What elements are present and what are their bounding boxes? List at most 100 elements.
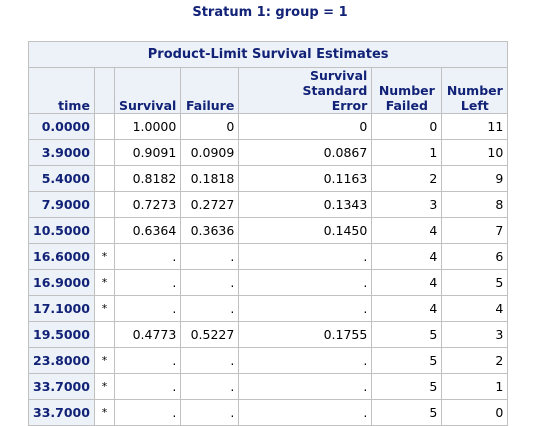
time-cell: 10.5000 [28,217,95,244]
survival-estimates-table: Product-Limit Survival Estimates time Su… [27,41,509,426]
survival-cell: 0.9091 [113,139,182,166]
header-sse-line1: Survival Standard [302,68,368,98]
left-cell: 5 [441,269,509,296]
sse-cell: 0.1755 [238,321,373,348]
table-row: 16.6000 * . . . 4 6 [28,243,509,270]
failed-cell: 5 [371,373,443,400]
time-cell: 5.4000 [28,165,95,192]
sse-cell: 0.0867 [238,139,373,166]
failed-cell: 5 [371,321,443,348]
sse-cell: . [238,347,373,374]
table-row: 5.4000 0.8182 0.1818 0.1163 2 9 [28,165,509,192]
failed-cell: 5 [371,399,443,426]
header-survival: Survival [113,67,182,114]
sse-cell: . [238,295,373,322]
time-cell: 0.0000 [28,113,95,140]
sse-cell: 0.1163 [238,165,373,192]
table-row: 33.7000 * . . . 5 1 [28,373,509,400]
failure-cell: 0.3636 [180,217,240,244]
failure-cell: . [180,373,240,400]
survival-cell: . [113,373,182,400]
failed-cell: 4 [371,295,443,322]
censor-cell: * [93,269,115,296]
failure-cell: . [180,347,240,374]
survival-cell: . [113,269,182,296]
left-cell: 0 [441,399,509,426]
time-cell: 16.6000 [28,243,95,270]
left-cell: 7 [441,217,509,244]
failed-cell: 1 [371,139,443,166]
survival-cell: 0.4773 [113,321,182,348]
sse-cell: 0 [238,113,373,140]
sse-cell: . [238,243,373,270]
survival-cell: 0.7273 [113,191,182,218]
survival-cell: . [113,295,182,322]
survival-cell: 0.8182 [113,165,182,192]
time-cell: 19.5000 [28,321,95,348]
failed-cell: 2 [371,165,443,192]
time-cell: 33.7000 [28,373,95,400]
left-cell: 6 [441,243,509,270]
failure-cell: 0.0909 [180,139,240,166]
header-left-line1: Number [446,83,503,98]
survival-cell: . [113,347,182,374]
censor-cell [93,217,115,244]
left-cell: 8 [441,191,509,218]
censor-cell: * [93,373,115,400]
table-row: 10.5000 0.6364 0.3636 0.1450 4 7 [28,217,509,244]
table-row: 7.9000 0.7273 0.2727 0.1343 3 8 [28,191,509,218]
censor-cell [93,113,115,140]
header-sse-line2: Error [331,98,368,113]
table-caption: Product-Limit Survival Estimates [27,41,509,68]
failed-cell: 0 [371,113,443,140]
failure-cell: 0 [180,113,240,140]
stratum-title: Stratum 1: group = 1 [192,5,348,20]
censor-cell [93,139,115,166]
censor-cell [93,165,115,192]
header-number-failed: Number Failed [371,67,443,114]
table-row: 3.9000 0.9091 0.0909 0.0867 1 10 [28,139,509,166]
sse-cell: 0.1343 [238,191,373,218]
time-cell: 16.9000 [28,269,95,296]
censor-cell [93,191,115,218]
header-survival-standard-error: Survival Standard Error [238,67,373,114]
header-time: time [28,67,95,114]
sse-cell: . [238,399,373,426]
censor-cell: * [93,295,115,322]
time-cell: 23.8000 [28,347,95,374]
sse-cell: . [238,269,373,296]
left-cell: 2 [441,347,509,374]
censor-cell: * [93,347,115,374]
failed-cell: 3 [371,191,443,218]
time-cell: 17.1000 [28,295,95,322]
time-cell: 33.7000 [28,399,95,426]
failed-cell: 5 [371,347,443,374]
censor-cell: * [93,399,115,426]
survival-cell: 1.0000 [113,113,182,140]
failure-cell: 0.5227 [180,321,240,348]
table-row: 19.5000 0.4773 0.5227 0.1755 5 3 [28,321,509,348]
left-cell: 11 [441,113,509,140]
censor-cell [93,321,115,348]
failure-cell: 0.2727 [180,191,240,218]
table-row: 23.8000 * . . . 5 2 [28,347,509,374]
left-cell: 3 [441,321,509,348]
header-failure: Failure [180,67,240,114]
failure-cell: 0.1818 [180,165,240,192]
header-number-left: Number Left [441,67,509,114]
header-failed-line2: Failed [385,98,428,113]
failure-cell: . [180,295,240,322]
time-cell: 3.9000 [28,139,95,166]
sse-cell: . [238,373,373,400]
table-row: 16.9000 * . . . 4 5 [28,269,509,296]
sse-cell: 0.1450 [238,217,373,244]
survival-cell: . [113,243,182,270]
survival-cell: . [113,399,182,426]
table-row: 17.1000 * . . . 4 4 [28,295,509,322]
failure-cell: . [180,269,240,296]
censor-cell: * [93,243,115,270]
left-cell: 4 [441,295,509,322]
left-cell: 9 [441,165,509,192]
failed-cell: 4 [371,243,443,270]
left-cell: 1 [441,373,509,400]
